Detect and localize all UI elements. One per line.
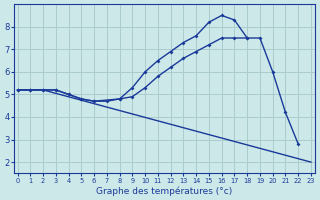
X-axis label: Graphe des températures (°c): Graphe des températures (°c) — [96, 186, 232, 196]
